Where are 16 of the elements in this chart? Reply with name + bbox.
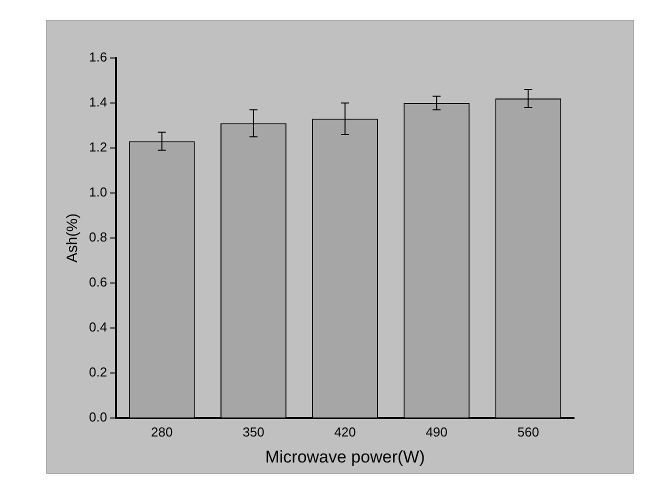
x-tick-label: 490	[426, 424, 448, 440]
y-tick-label: 0.2	[88, 364, 108, 380]
x-tick-label: 560	[517, 424, 540, 440]
x-tick-label: 420	[334, 424, 356, 440]
y-tick-label: 0.0	[88, 410, 108, 425]
y-tick-label: 1.4	[88, 94, 108, 110]
y-tick-label: 1.2	[88, 140, 108, 155]
x-tick-label: 350	[242, 424, 264, 440]
y-tick-label: 1.6	[88, 50, 108, 65]
y-tick-label: 0.4	[88, 320, 108, 335]
y-axis-title: Ash(%)	[64, 213, 82, 263]
x-tick-label: 280	[151, 424, 173, 440]
y-tick-label: 0.6	[88, 274, 108, 290]
x-axis-title: Microwave power(W)	[265, 447, 425, 466]
y-tick-label: 1.0	[88, 184, 108, 200]
y-tick-label: 0.8	[88, 230, 108, 245]
